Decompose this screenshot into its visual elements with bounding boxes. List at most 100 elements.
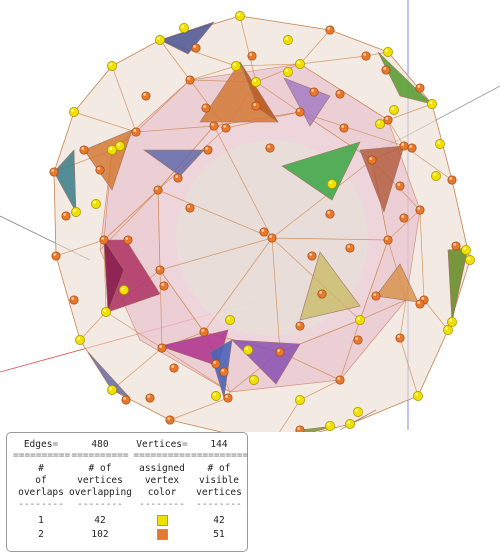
overlaps-cell: 2: [38, 529, 44, 540]
vertex-highlight: [417, 301, 421, 304]
vertex-highlight: [51, 169, 55, 172]
vertex-highlight: [53, 253, 57, 256]
col-header-line1: vertex: [144, 475, 180, 486]
vertex-highlight: [213, 393, 217, 396]
vertex-highlight: [327, 27, 331, 30]
vertex-orange: [201, 103, 211, 113]
vertex-highlight: [109, 63, 113, 66]
vertex-yellow: [389, 105, 399, 115]
vertex-highlight: [187, 77, 191, 80]
vertex-highlight: [347, 421, 351, 424]
col-header-symbol: # of: [207, 463, 231, 474]
face-orange-right: [375, 263, 419, 303]
vertex-orange: [383, 115, 393, 125]
vertex-highlight: [161, 283, 165, 286]
vertex-highlight: [157, 37, 161, 40]
vertex-yellow: [75, 335, 85, 345]
vertex-highlight: [397, 183, 401, 186]
vertex-highlight: [211, 123, 215, 126]
vertex-orange: [399, 141, 409, 151]
vertex-highlight: [297, 323, 301, 326]
vertex-highlight: [297, 61, 301, 64]
vertex-highlight: [133, 129, 137, 132]
vertex-highlight: [225, 395, 229, 398]
vertex-orange: [267, 233, 277, 243]
vertex-yellow: [243, 345, 253, 355]
face-olive-right: [299, 251, 361, 321]
vertex-highlight: [415, 393, 419, 396]
polytope-scene[interactable]: [0, 0, 500, 432]
vertex-orange: [141, 91, 151, 101]
separator-eq: ==========: [71, 450, 129, 461]
table-row: 2 102 51: [7, 529, 247, 541]
vertex-highlight: [377, 121, 381, 124]
vertex-orange: [165, 415, 175, 425]
vertex-highlight: [337, 91, 341, 94]
vertex-orange: [209, 121, 219, 131]
vertex-yellow: [211, 391, 221, 401]
vertex-highlight: [373, 293, 377, 296]
face-green-center: [281, 141, 361, 201]
vertex-highlight: [121, 287, 125, 290]
vertex-orange: [123, 235, 133, 245]
vertex-yellow: [235, 11, 245, 21]
vertex-yellow: [435, 139, 445, 149]
vertex-orange: [381, 65, 391, 75]
separator-dash: --------: [139, 499, 185, 510]
col-header-line1: visible: [198, 475, 240, 486]
vertex-yellow: [355, 315, 365, 325]
summary-row: Edges= 480 Vertices= 144: [7, 439, 247, 451]
vertex-highlight: [221, 369, 225, 372]
vertex-highlight: [449, 177, 453, 180]
vertex-highlight: [123, 397, 127, 400]
vertex-highlight: [117, 143, 121, 146]
vertex-highlight: [429, 101, 433, 104]
vertex-orange: [199, 327, 209, 337]
vertex-orange: [203, 145, 213, 155]
separator-dash: --------: [18, 499, 64, 510]
vertex-yellow: [427, 99, 437, 109]
separator-eq: ==========: [13, 450, 71, 461]
vertex-highlight: [253, 103, 257, 106]
vertex-orange: [395, 181, 405, 191]
vertex-yellow: [283, 67, 293, 77]
vertex-yellow: [295, 59, 305, 69]
vertex-yellow: [345, 419, 355, 429]
statistics-panel: Edges= 480 Vertices= 144 ========== ====…: [6, 432, 248, 552]
separator-eq: ==========: [191, 450, 249, 461]
vertex-highlight: [277, 349, 281, 352]
vertex-highlight: [171, 365, 175, 368]
vertex-highlight: [181, 25, 185, 28]
table-row: 1 42 42: [7, 515, 247, 527]
overlaps-cell: 1: [38, 515, 44, 526]
vertex-highlight: [147, 395, 151, 398]
vertex-orange: [447, 175, 457, 185]
vertex-orange: [61, 211, 71, 221]
vertex-highlight: [187, 205, 191, 208]
face-teal-left: [53, 149, 77, 213]
vertex-highlight: [71, 297, 75, 300]
face-green-bottom: [295, 425, 335, 432]
vertex-orange: [157, 343, 167, 353]
vertex-highlight: [385, 117, 389, 120]
vertex-yellow: [231, 61, 241, 71]
vertex-highlight: [213, 361, 217, 364]
color-swatch-orange: [156, 529, 168, 540]
vertex-highlight: [369, 157, 373, 160]
vertex-orange: [371, 291, 381, 301]
vertex-yellow: [71, 207, 81, 217]
vertex-orange: [221, 123, 231, 133]
vertex-highlight: [155, 187, 159, 190]
vertex-orange: [361, 51, 371, 61]
vertex-highlight: [319, 291, 323, 294]
vertex-highlight: [385, 237, 389, 240]
vertex-orange: [325, 25, 335, 35]
vertices-overlapping-cell: 102: [91, 529, 109, 540]
col-header-line1: of: [35, 475, 47, 486]
vertex-yellow: [431, 171, 441, 181]
vertex-highlight: [237, 13, 241, 16]
vertex-orange: [275, 347, 285, 357]
vertex-yellow: [91, 199, 101, 209]
vertex-highlight: [337, 377, 341, 380]
vertex-orange: [173, 173, 183, 183]
